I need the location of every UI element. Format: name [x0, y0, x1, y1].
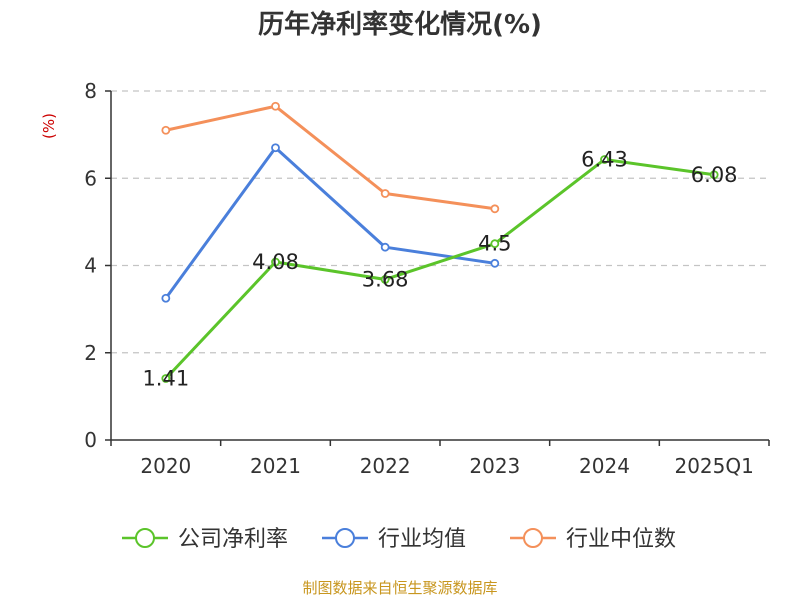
data-label-2021: 4.08 [252, 250, 299, 274]
y-tick-label-8: 8 [84, 79, 97, 103]
chart-title: 历年净利率变化情况(%) [258, 9, 542, 40]
series-2-point-2021 [271, 101, 280, 111]
x-tick-label-2024: 2024 [579, 454, 630, 478]
legend-marker-1 [335, 528, 355, 548]
series-0-point-2020 [161, 374, 171, 383]
grid-lines [111, 90, 769, 354]
data-label-2023: 4.5 [478, 232, 511, 256]
x-tick-label-2020: 2020 [140, 454, 191, 478]
series-line-1 [164, 146, 496, 300]
data-label-2020: 1.41 [142, 366, 189, 390]
series-line-0 [164, 157, 715, 380]
series-0-point-2024 [600, 155, 609, 164]
y-tick-label-2: 2 [84, 341, 97, 365]
y-axis-ticks: 0 2 4 6 8 [84, 79, 111, 452]
legend-marker-2 [523, 528, 543, 548]
x-tick-label-2025Q1: 2025Q1 [674, 454, 753, 478]
y-tick-label-0: 0 [84, 428, 97, 452]
series-0-point-2025Q1 [709, 170, 719, 180]
data-label-2025Q1: 6.08 [691, 163, 738, 187]
source-note: 制图数据来自恒生聚源数据库 [302, 579, 497, 597]
series-0-point-2023 [490, 239, 500, 249]
series-0-point-2021 [271, 257, 280, 267]
y-tick-label-6: 6 [84, 166, 97, 190]
series-0-point-2022 [380, 275, 390, 284]
y-axis-unit-label: (%) [40, 113, 58, 139]
series-1-point-2022 [380, 242, 390, 252]
series-1-point-2021 [271, 143, 280, 153]
x-tick-label-2022: 2022 [360, 454, 411, 478]
series-1-point-2020 [161, 293, 171, 303]
axes [110, 91, 769, 441]
series-2-point-2020 [161, 125, 171, 135]
series-1-point-2023 [490, 258, 500, 268]
legend-marker-0 [135, 528, 155, 548]
x-tick-label-2021: 2021 [250, 454, 301, 478]
data-labels: 1.41 4.08 3.68 4.5 6.43 6.08 [142, 147, 737, 390]
data-label-2022: 3.68 [362, 267, 409, 291]
x-tick-label-2023: 2023 [469, 454, 520, 478]
y-tick-label-4: 4 [84, 254, 97, 278]
legend-label-0: 公司净利率 [178, 527, 288, 552]
series-line-2 [165, 104, 496, 211]
legend-label-1: 行业均值 [378, 527, 466, 552]
legend-label-2: 行业中位数 [566, 527, 676, 552]
data-label-2024: 6.43 [581, 147, 628, 171]
legend: 公司净利率 行业均值 行业中位数 [122, 527, 676, 552]
series-2-point-2022 [380, 189, 390, 198]
x-axis-ticks: 2020 2021 2022 2023 2024 2025Q1 [110, 440, 770, 478]
series-2-point-2023 [490, 204, 500, 214]
series-lines [161, 101, 719, 383]
